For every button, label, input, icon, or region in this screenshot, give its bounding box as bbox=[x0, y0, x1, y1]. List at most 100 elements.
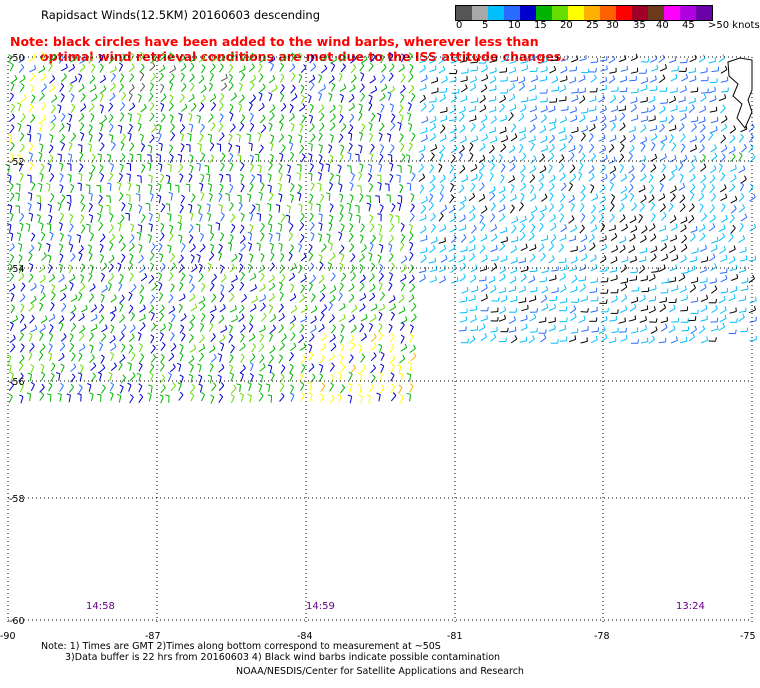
wind-barb bbox=[349, 223, 354, 233]
wind-barb bbox=[710, 144, 717, 153]
wind-barb bbox=[388, 63, 395, 72]
wind-barb bbox=[240, 364, 246, 374]
wind-barb bbox=[481, 74, 489, 82]
wind-barb bbox=[27, 202, 32, 212]
wind-barb bbox=[548, 324, 556, 332]
wind-barb bbox=[99, 63, 104, 73]
wind-barb bbox=[258, 91, 263, 102]
wind-barb bbox=[139, 133, 144, 143]
wind-barb bbox=[256, 242, 261, 252]
legend-tick-label: 25 bbox=[586, 20, 599, 31]
wind-barb bbox=[539, 75, 548, 82]
wind-barb bbox=[410, 193, 415, 203]
wind-barb bbox=[518, 76, 526, 84]
wind-barb bbox=[266, 203, 272, 212]
wind-barb bbox=[510, 335, 518, 344]
wind-barb bbox=[406, 112, 412, 122]
wind-barb bbox=[329, 394, 335, 404]
wind-barb bbox=[28, 273, 34, 283]
wind-barb bbox=[698, 192, 705, 202]
wind-barb bbox=[728, 256, 736, 264]
wind-barb bbox=[699, 124, 706, 133]
wind-barb bbox=[138, 313, 146, 322]
wind-barb bbox=[369, 223, 375, 233]
wind-barb bbox=[128, 242, 135, 252]
wind-barb bbox=[668, 298, 677, 303]
wind-barb bbox=[257, 164, 262, 174]
wind-barb bbox=[390, 392, 397, 402]
wind-barb bbox=[239, 392, 244, 402]
wind-barb bbox=[609, 202, 615, 212]
wind-barb bbox=[609, 266, 617, 273]
wind-barb bbox=[317, 182, 322, 192]
wind-barb bbox=[331, 82, 336, 92]
wind-barb bbox=[408, 223, 413, 233]
wind-barb bbox=[40, 371, 46, 382]
wind-barb bbox=[420, 204, 427, 214]
wind-barb bbox=[720, 104, 726, 114]
wind-barb bbox=[217, 374, 222, 384]
wind-barb bbox=[246, 193, 252, 203]
lat-label: -54 bbox=[9, 264, 25, 275]
wind-barb bbox=[590, 224, 598, 233]
wind-barb bbox=[728, 329, 737, 335]
wind-barb bbox=[429, 174, 436, 184]
wind-barb bbox=[300, 84, 305, 94]
wind-barb bbox=[359, 323, 365, 333]
wind-barb bbox=[280, 213, 286, 223]
wind-barb bbox=[149, 251, 155, 261]
wind-barb bbox=[209, 231, 215, 242]
wind-barb bbox=[87, 143, 92, 153]
wind-barb bbox=[29, 314, 35, 324]
wind-barb bbox=[569, 76, 577, 84]
wind-barb bbox=[559, 213, 565, 223]
wind-barb bbox=[98, 314, 105, 324]
wind-barb bbox=[200, 85, 207, 94]
wind-barb bbox=[237, 103, 243, 113]
wind-barb bbox=[499, 114, 508, 122]
wind-barb bbox=[29, 73, 36, 82]
wind-barb bbox=[360, 92, 366, 102]
wind-barb bbox=[196, 162, 201, 172]
wind-barb bbox=[620, 193, 628, 202]
wind-barb bbox=[257, 383, 263, 393]
wind-barb bbox=[660, 98, 668, 104]
wind-barb bbox=[518, 144, 524, 154]
wind-barb bbox=[139, 71, 145, 81]
wind-barb bbox=[518, 202, 524, 212]
wind-barb bbox=[258, 325, 266, 333]
wind-barb bbox=[529, 253, 536, 263]
wind-barb bbox=[358, 111, 363, 121]
wind-barb bbox=[459, 273, 466, 282]
wind-barb bbox=[499, 193, 506, 203]
wind-barb bbox=[58, 263, 63, 273]
wind-barb bbox=[378, 122, 385, 132]
wind-barb bbox=[318, 213, 323, 222]
wind-barb bbox=[398, 372, 404, 382]
wind-barb bbox=[28, 212, 34, 222]
wind-barb bbox=[338, 244, 345, 254]
wind-barb bbox=[560, 55, 569, 62]
lat-label: -56 bbox=[9, 377, 25, 388]
wind-barb bbox=[99, 364, 106, 373]
wind-barb bbox=[600, 154, 608, 162]
wind-barb bbox=[386, 194, 391, 203]
lon-label: -75 bbox=[740, 631, 756, 642]
wind-barb bbox=[329, 362, 335, 372]
notes-line-2: 3)Data buffer is 22 hrs from 20160603 4)… bbox=[65, 652, 501, 663]
wind-barb bbox=[658, 224, 667, 232]
wind-barb bbox=[680, 224, 687, 233]
wind-barb bbox=[459, 224, 467, 232]
wind-barb bbox=[399, 321, 405, 331]
wind-barb bbox=[330, 342, 337, 352]
wind-barb bbox=[110, 351, 115, 362]
wind-barb bbox=[408, 52, 413, 62]
wind-barb bbox=[9, 142, 15, 152]
wind-barb bbox=[200, 152, 206, 162]
wind-barb bbox=[27, 192, 33, 201]
wind-barb bbox=[97, 212, 102, 222]
wind-barb bbox=[68, 113, 73, 123]
wind-barb bbox=[16, 183, 21, 192]
wind-barb bbox=[500, 236, 508, 244]
wind-barb bbox=[469, 152, 474, 162]
